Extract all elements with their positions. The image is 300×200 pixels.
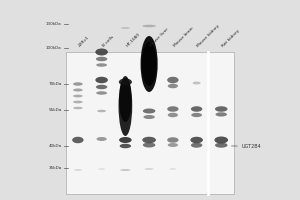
- Ellipse shape: [74, 169, 82, 171]
- Text: UGT2B4: UGT2B4: [242, 144, 261, 148]
- Ellipse shape: [190, 137, 203, 143]
- Ellipse shape: [95, 48, 108, 55]
- Ellipse shape: [191, 113, 202, 117]
- Ellipse shape: [73, 95, 83, 97]
- Ellipse shape: [97, 137, 107, 141]
- Ellipse shape: [167, 106, 178, 112]
- Ellipse shape: [96, 91, 107, 95]
- Ellipse shape: [142, 25, 156, 27]
- Text: Mouse brain: Mouse brain: [173, 26, 194, 48]
- Ellipse shape: [143, 142, 155, 148]
- Ellipse shape: [215, 106, 227, 112]
- Ellipse shape: [96, 57, 107, 61]
- Ellipse shape: [193, 82, 201, 84]
- Ellipse shape: [119, 78, 132, 122]
- Ellipse shape: [191, 143, 202, 148]
- Ellipse shape: [214, 136, 228, 144]
- Ellipse shape: [169, 168, 176, 170]
- Text: Rat kidney: Rat kidney: [221, 29, 241, 48]
- Ellipse shape: [141, 36, 158, 92]
- Text: 100kDa: 100kDa: [46, 46, 62, 50]
- Ellipse shape: [118, 76, 132, 136]
- Ellipse shape: [95, 77, 108, 83]
- Text: 35kDa: 35kDa: [48, 166, 62, 170]
- Ellipse shape: [72, 137, 84, 143]
- Ellipse shape: [143, 108, 155, 114]
- Ellipse shape: [191, 106, 202, 112]
- Text: 22Rv1: 22Rv1: [78, 35, 91, 48]
- Ellipse shape: [142, 137, 156, 143]
- Ellipse shape: [121, 27, 130, 29]
- Bar: [66, 52, 234, 194]
- Ellipse shape: [216, 112, 227, 117]
- Ellipse shape: [73, 101, 83, 103]
- Ellipse shape: [215, 143, 227, 148]
- Text: Mouse liver: Mouse liver: [149, 27, 170, 48]
- Text: Mouse kidney: Mouse kidney: [196, 24, 221, 48]
- Ellipse shape: [97, 110, 106, 112]
- Ellipse shape: [142, 42, 157, 86]
- Ellipse shape: [145, 168, 154, 170]
- Ellipse shape: [143, 115, 155, 119]
- Ellipse shape: [73, 82, 83, 86]
- Text: B cells: B cells: [102, 35, 115, 48]
- Ellipse shape: [120, 169, 130, 171]
- Ellipse shape: [168, 113, 178, 117]
- Text: 70kDa: 70kDa: [48, 82, 62, 86]
- Text: HT-1080: HT-1080: [125, 32, 141, 48]
- Text: 40kDa: 40kDa: [48, 144, 62, 148]
- Ellipse shape: [73, 107, 83, 109]
- Ellipse shape: [119, 78, 132, 86]
- Ellipse shape: [98, 168, 105, 170]
- Ellipse shape: [73, 88, 83, 92]
- Ellipse shape: [168, 143, 178, 147]
- Ellipse shape: [167, 77, 178, 83]
- Text: 55kDa: 55kDa: [48, 108, 62, 112]
- Ellipse shape: [96, 85, 107, 89]
- Text: 130kDa: 130kDa: [46, 22, 62, 26]
- Ellipse shape: [168, 84, 178, 88]
- Ellipse shape: [120, 144, 131, 148]
- Ellipse shape: [119, 137, 132, 143]
- Ellipse shape: [167, 137, 178, 143]
- Ellipse shape: [96, 63, 107, 67]
